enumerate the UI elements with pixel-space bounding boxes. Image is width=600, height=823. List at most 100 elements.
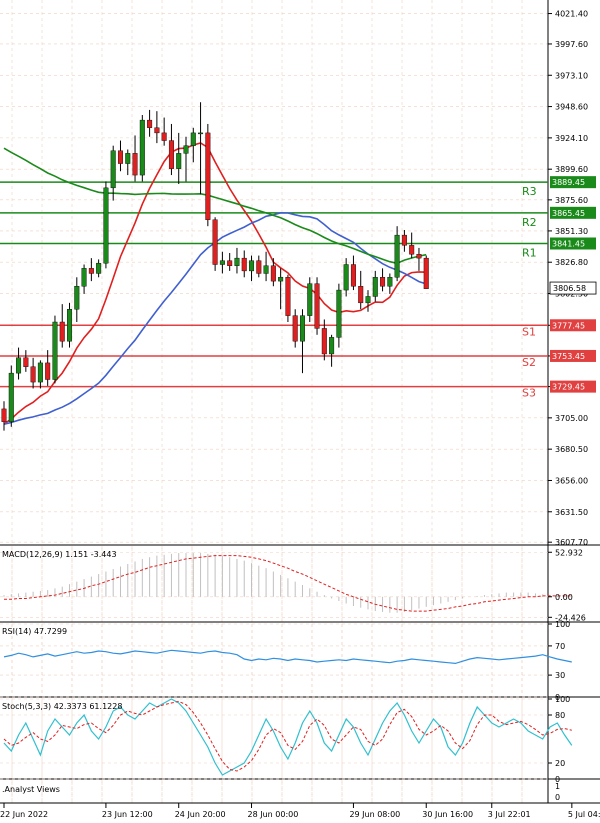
candle-body bbox=[263, 265, 269, 274]
candle[interactable] bbox=[183, 136, 189, 182]
candle[interactable] bbox=[387, 273, 393, 294]
candle[interactable] bbox=[227, 253, 233, 271]
candle-body bbox=[365, 296, 371, 304]
candle[interactable] bbox=[45, 350, 51, 386]
candle[interactable] bbox=[401, 230, 407, 252]
candle[interactable] bbox=[263, 251, 269, 282]
candle[interactable] bbox=[219, 251, 225, 274]
candle[interactable] bbox=[103, 181, 109, 269]
candle[interactable] bbox=[67, 302, 73, 348]
candle-body bbox=[358, 286, 364, 304]
level-label-r1: R1 bbox=[522, 246, 537, 259]
candle[interactable] bbox=[168, 123, 174, 176]
candle[interactable] bbox=[205, 123, 211, 227]
candle[interactable] bbox=[161, 117, 167, 146]
candle-body bbox=[161, 132, 167, 141]
candle[interactable] bbox=[96, 259, 102, 278]
candle[interactable] bbox=[234, 247, 240, 274]
candle[interactable] bbox=[292, 309, 298, 348]
candle[interactable] bbox=[270, 258, 276, 287]
price-tick-label: 3680.50 bbox=[555, 445, 588, 454]
candle[interactable] bbox=[139, 115, 145, 182]
price-tick-label: 3875.60 bbox=[555, 196, 588, 205]
price-tick-label: 3997.60 bbox=[555, 40, 588, 49]
candle-body bbox=[16, 357, 22, 374]
candle[interactable] bbox=[74, 277, 80, 323]
level-price-tag bbox=[550, 176, 596, 189]
candle-body bbox=[205, 132, 211, 220]
candle[interactable] bbox=[241, 250, 247, 278]
candle[interactable] bbox=[394, 226, 400, 282]
candle[interactable] bbox=[285, 274, 291, 323]
level-label-r3: R3 bbox=[522, 185, 537, 198]
candle[interactable] bbox=[30, 357, 36, 389]
candle[interactable] bbox=[176, 132, 182, 185]
candle[interactable] bbox=[249, 255, 255, 282]
candle[interactable] bbox=[321, 319, 327, 361]
candle[interactable] bbox=[23, 350, 29, 372]
candle-body bbox=[299, 315, 305, 342]
candle[interactable] bbox=[132, 135, 138, 182]
candle[interactable] bbox=[88, 258, 94, 282]
candle[interactable] bbox=[365, 290, 371, 312]
candle[interactable] bbox=[16, 347, 22, 380]
macd-panel[interactable]: MACD(12,26,9) 1.151 -3.443 52.932 0.00 -24… bbox=[0, 548, 600, 623]
rsi-panel[interactable]: RSI(14) 47.7299 100 70 30 0 bbox=[0, 620, 600, 702]
candle[interactable] bbox=[423, 255, 429, 289]
candle[interactable] bbox=[256, 255, 262, 278]
candle[interactable] bbox=[125, 149, 131, 176]
level-price-tag-text: 3889.45 bbox=[552, 178, 585, 187]
candle[interactable] bbox=[372, 270, 378, 302]
stoch-panel[interactable]: Stoch(5,3,3) 42.3373 61.1228 100 80 20 0 bbox=[0, 695, 600, 784]
level-price-tag-text: 3865.45 bbox=[552, 209, 585, 218]
price-tick-label: 4021.40 bbox=[555, 10, 588, 19]
candle[interactable] bbox=[37, 360, 43, 389]
stoch-d-line bbox=[3, 700, 572, 772]
candle[interactable] bbox=[358, 270, 364, 310]
candle[interactable] bbox=[314, 277, 320, 335]
candle[interactable] bbox=[81, 264, 87, 294]
candle[interactable] bbox=[147, 109, 153, 137]
candle[interactable] bbox=[278, 268, 284, 310]
candle[interactable] bbox=[307, 277, 313, 323]
candle[interactable] bbox=[117, 140, 123, 172]
price-tick-label: 3826.80 bbox=[555, 258, 588, 267]
candle[interactable] bbox=[110, 145, 116, 201]
candle[interactable] bbox=[1, 401, 7, 431]
candlesticks[interactable] bbox=[1, 102, 429, 431]
axis-tick-label: 80 bbox=[555, 711, 565, 720]
candle-body bbox=[117, 150, 123, 164]
candle[interactable] bbox=[380, 268, 386, 292]
candle[interactable] bbox=[329, 334, 335, 367]
candle[interactable] bbox=[52, 315, 58, 384]
candle[interactable] bbox=[416, 247, 422, 271]
rsi-axis: 100 70 30 0 bbox=[548, 620, 570, 702]
candle[interactable] bbox=[336, 283, 342, 348]
candle[interactable] bbox=[299, 309, 305, 374]
candle[interactable] bbox=[154, 111, 160, 144]
candle-body bbox=[30, 366, 36, 383]
candle[interactable] bbox=[198, 102, 204, 195]
analyst-views-grid bbox=[0, 782, 600, 804]
axis-tick-label: 100 bbox=[555, 695, 570, 704]
price-tick-label: 3899.60 bbox=[555, 165, 588, 174]
price-tick-label: 3973.10 bbox=[555, 71, 588, 80]
candle[interactable] bbox=[212, 217, 218, 271]
level-price-tag-text: 3729.45 bbox=[552, 383, 585, 392]
price-panel[interactable]: R3 R2 R1 S1 S2 S3 4021.40 3997.60 3973.10 3948.6… bbox=[0, 0, 600, 803]
rsi-line bbox=[3, 649, 572, 665]
candle[interactable] bbox=[8, 365, 14, 427]
level-price-tag bbox=[550, 319, 596, 332]
candle[interactable] bbox=[59, 304, 65, 348]
candle[interactable] bbox=[343, 258, 349, 297]
candle[interactable] bbox=[409, 232, 415, 259]
level-price-tag bbox=[550, 206, 596, 219]
candle-body bbox=[176, 153, 182, 169]
level-price-tag bbox=[550, 380, 596, 393]
candle[interactable] bbox=[350, 255, 356, 291]
candle-body bbox=[52, 321, 58, 380]
price-tick-label: 3924.10 bbox=[555, 134, 588, 143]
analyst-views-panel[interactable]: .Analyst Views 10 bbox=[0, 782, 600, 804]
candle[interactable] bbox=[190, 127, 196, 163]
